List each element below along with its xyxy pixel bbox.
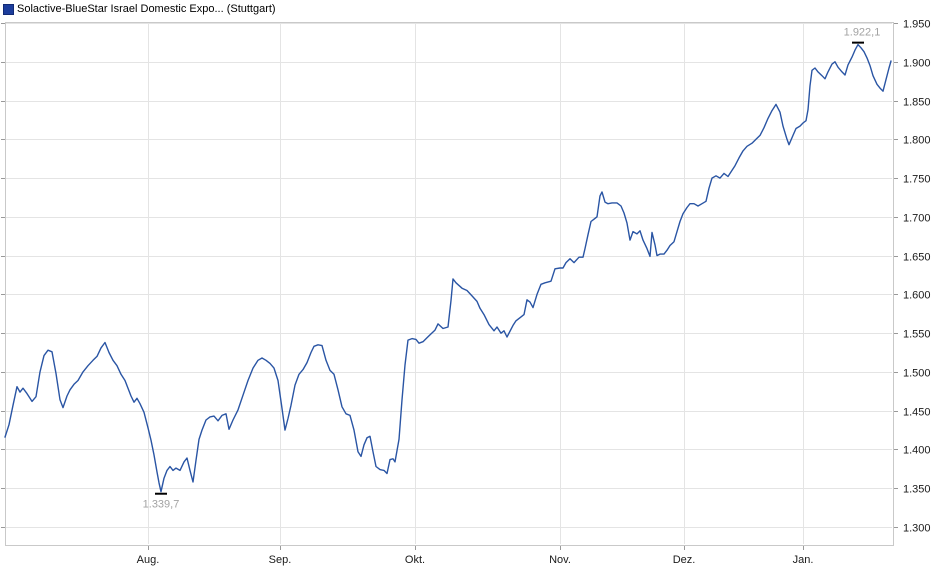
y-axis-label: 1.950 — [903, 19, 931, 31]
y-axis-label: 1.700 — [903, 213, 931, 225]
y-axis-label: 1.850 — [903, 97, 931, 109]
y-axis-label: 1.600 — [903, 290, 931, 302]
plot-border — [5, 22, 894, 546]
price-line — [4, 43, 892, 493]
y-axis-label: 1.350 — [903, 484, 931, 496]
x-axis-label: Okt. — [405, 554, 425, 566]
y-axis-label: 1.550 — [903, 329, 931, 341]
x-axis-label: Aug. — [137, 554, 160, 566]
max-value-label: 1.922,1 — [844, 27, 881, 39]
legend-square-icon — [3, 4, 14, 15]
x-axis-label: Nov. — [549, 554, 571, 566]
y-axis-label: 1.900 — [903, 58, 931, 70]
y-axis-label: 1.400 — [903, 445, 931, 457]
y-axis-label: 1.650 — [903, 252, 931, 264]
x-axis-label: Dez. — [673, 554, 696, 566]
y-axis-label: 1.800 — [903, 135, 931, 147]
y-axis-label: 1.750 — [903, 174, 931, 186]
x-axis-label: Sep. — [269, 554, 292, 566]
min-value-label: 1.339,7 — [143, 499, 180, 511]
y-axis-label: 1.450 — [903, 407, 931, 419]
y-axis-label: 1.500 — [903, 368, 931, 380]
chart-legend-row: Solactive-BlueStar Israel Domestic Expo.… — [0, 0, 940, 20]
y-axis-label: 1.300 — [903, 523, 931, 535]
x-axis-label: Jan. — [793, 554, 814, 566]
chart-title: Solactive-BlueStar Israel Domestic Expo.… — [17, 3, 276, 15]
